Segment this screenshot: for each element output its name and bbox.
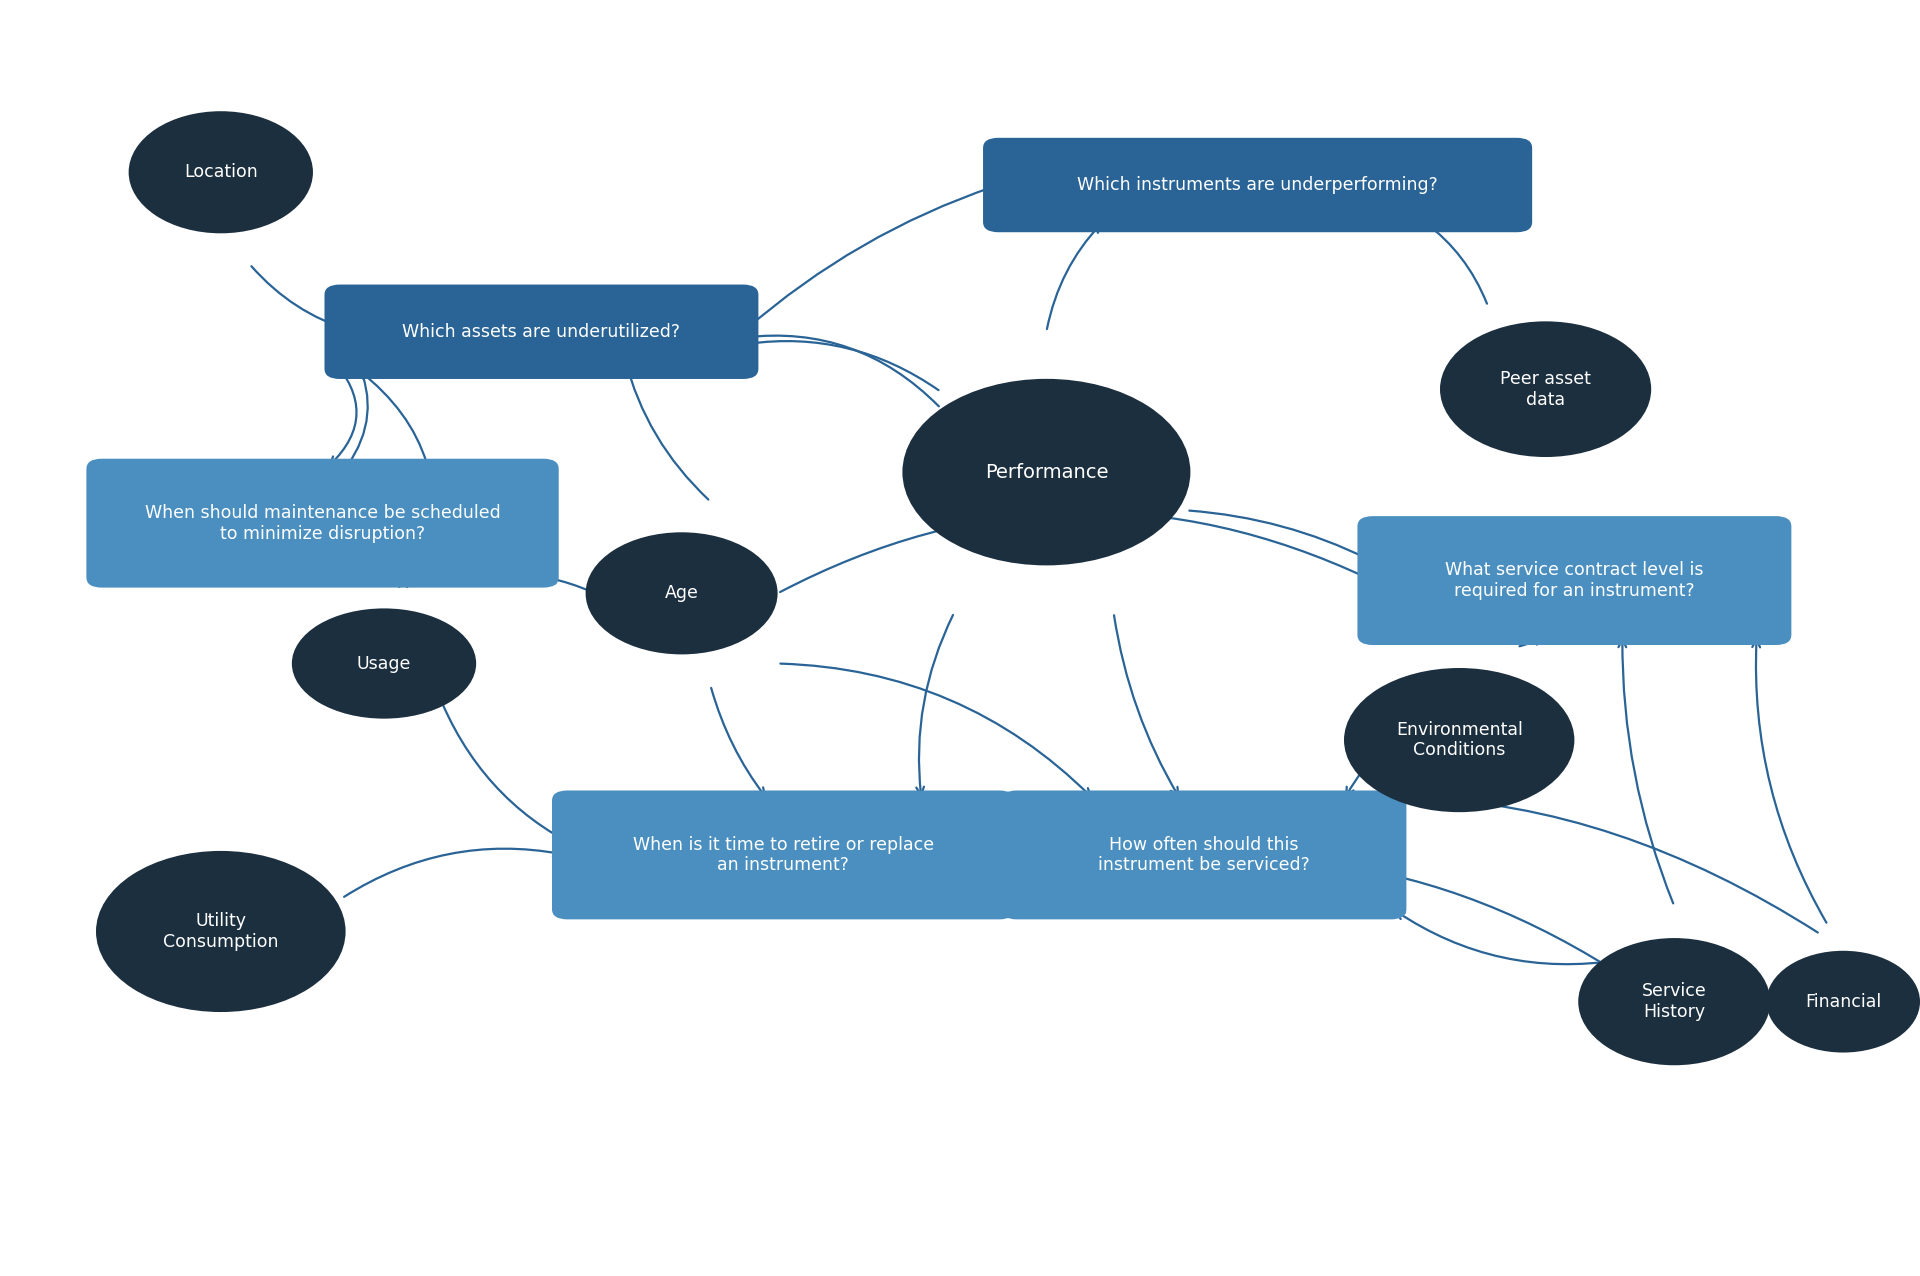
Ellipse shape [1440,322,1651,457]
Text: Performance: Performance [985,463,1108,481]
Ellipse shape [129,111,313,234]
Text: Which instruments are underperforming?: Which instruments are underperforming? [1077,176,1438,194]
Ellipse shape [1578,938,1770,1065]
FancyBboxPatch shape [983,138,1532,232]
Text: Location: Location [184,163,257,181]
FancyBboxPatch shape [553,790,1014,919]
Text: Age: Age [664,584,699,602]
Text: Service
History: Service History [1642,983,1707,1021]
Text: How often should this
instrument be serviced?: How often should this instrument be serv… [1098,836,1309,874]
Text: Peer asset
data: Peer asset data [1500,370,1592,408]
Ellipse shape [1766,951,1920,1053]
Text: Which assets are underutilized?: Which assets are underutilized? [403,323,680,341]
Text: When is it time to retire or replace
an instrument?: When is it time to retire or replace an … [634,836,933,874]
Text: When should maintenance be scheduled
to minimize disruption?: When should maintenance be scheduled to … [144,504,501,542]
Text: Financial: Financial [1805,993,1882,1011]
Text: Utility
Consumption: Utility Consumption [163,912,278,951]
Ellipse shape [1344,669,1574,812]
Ellipse shape [586,532,778,655]
Ellipse shape [292,609,476,718]
Ellipse shape [96,851,346,1012]
Ellipse shape [902,379,1190,565]
Text: What service contract level is
required for an instrument?: What service contract level is required … [1446,561,1703,600]
Text: Usage: Usage [357,655,411,672]
FancyBboxPatch shape [86,459,559,588]
FancyBboxPatch shape [1357,516,1791,644]
FancyBboxPatch shape [1002,790,1405,919]
FancyBboxPatch shape [324,285,758,379]
Text: Environmental
Conditions: Environmental Conditions [1396,721,1523,759]
